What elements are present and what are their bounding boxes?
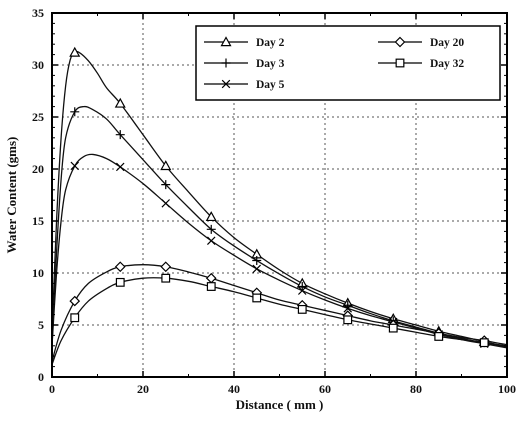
marker-day-2 — [160, 160, 172, 171]
marker-day-2 — [114, 97, 126, 108]
marker-day-32 — [479, 338, 489, 348]
marker-day-5 — [116, 162, 125, 172]
y-tick-label: 30 — [32, 58, 44, 72]
series-line-day-5 — [51, 153, 508, 349]
legend: Day 2 Day 3 Day 5 Day 20 Day 32 — [195, 25, 501, 101]
marker-day-32 — [297, 304, 307, 314]
legend-marker-day-32 — [395, 58, 405, 68]
x-tick-label: 60 — [319, 382, 331, 396]
legend-label-day-5: Day 5 — [256, 79, 285, 91]
y-tick-label: 35 — [32, 6, 44, 20]
y-tick-label: 0 — [38, 370, 44, 384]
x-tick-label: 100 — [498, 382, 516, 396]
y-tick-label: 5 — [38, 318, 44, 332]
series-line-day-32 — [51, 277, 508, 365]
legend-label-day-20: Day 20 — [430, 37, 464, 49]
marker-day-5 — [70, 161, 79, 171]
marker-day-3 — [161, 180, 171, 190]
marker-day-5 — [207, 236, 216, 246]
y-axis-title: Water Content (gms) — [4, 137, 19, 254]
legend-label-day-32: Day 32 — [430, 58, 464, 70]
legend-marker-day-5 — [221, 79, 231, 89]
marker-day-32 — [343, 315, 353, 325]
marker-day-5 — [252, 264, 261, 274]
legend-marker-day-2 — [220, 36, 232, 47]
marker-day-3 — [115, 130, 125, 140]
series-markers — [69, 46, 490, 348]
marker-day-32 — [388, 323, 398, 333]
marker-day-2 — [69, 46, 81, 57]
axis-ticks: 0 20 40 60 80 100 0 5 10 15 20 25 30 35 — [32, 6, 516, 396]
marker-day-3 — [206, 224, 216, 234]
legend-label-day-2: Day 2 — [256, 37, 285, 49]
x-tick-label: 0 — [49, 382, 55, 396]
x-tick-label: 80 — [410, 382, 422, 396]
marker-day-20 — [160, 261, 172, 273]
marker-day-5 — [343, 304, 352, 313]
x-tick-label: 40 — [228, 382, 240, 396]
marker-day-3 — [70, 107, 80, 117]
legend-label-day-3: Day 3 — [256, 58, 285, 70]
marker-day-32 — [434, 332, 444, 341]
y-tick-label: 15 — [32, 214, 44, 228]
marker-day-5 — [161, 199, 170, 208]
x-axis-title: Distance ( mm ) — [236, 397, 324, 412]
marker-day-32 — [70, 313, 80, 323]
marker-day-5 — [298, 286, 307, 295]
y-tick-label: 10 — [32, 266, 44, 280]
marker-day-20 — [205, 272, 217, 284]
legend-marker-day-20 — [394, 36, 406, 48]
y-tick-label: 25 — [32, 110, 44, 124]
marker-day-32 — [161, 273, 171, 283]
marker-day-3 — [297, 282, 307, 292]
marker-day-32 — [206, 282, 216, 291]
marker-day-2 — [205, 211, 217, 222]
marker-day-20 — [69, 295, 81, 307]
marker-day-3 — [252, 256, 262, 266]
y-tick-label: 20 — [32, 162, 44, 176]
marker-day-32 — [252, 293, 262, 303]
legend-marker-day-3 — [221, 58, 231, 68]
marker-day-20 — [114, 261, 126, 273]
x-tick-label: 20 — [137, 382, 149, 396]
marker-day-32 — [115, 277, 125, 287]
series-line-day-2 — [51, 50, 508, 348]
series-line-day-3 — [51, 105, 508, 348]
